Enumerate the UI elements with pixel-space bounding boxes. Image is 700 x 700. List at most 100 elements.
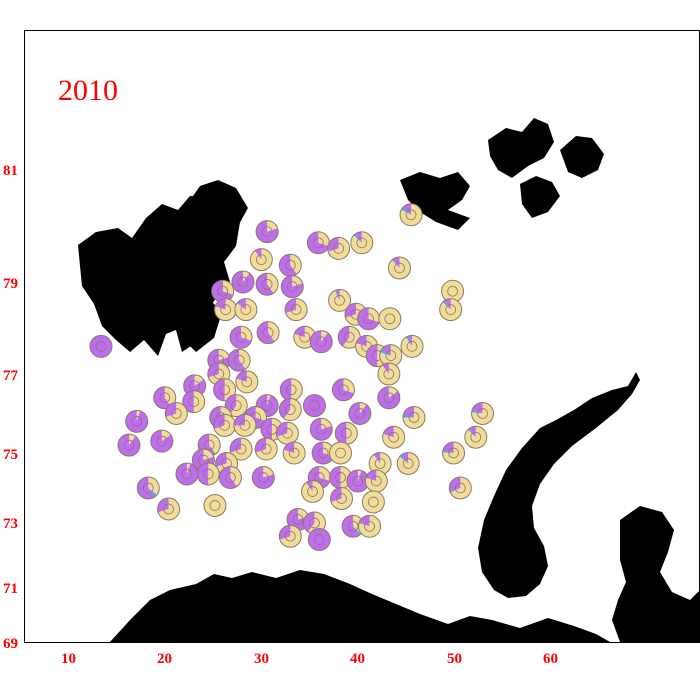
pie-slice xyxy=(267,273,279,294)
pie-inner-ring xyxy=(163,503,174,515)
pie-slice xyxy=(365,470,377,481)
pie-inner-ring xyxy=(309,517,320,529)
pie-inner-ring xyxy=(340,427,352,439)
pie-slice xyxy=(310,418,333,441)
station-pie-marker xyxy=(229,325,253,349)
pie-outline xyxy=(331,378,355,402)
pie-slice xyxy=(213,414,225,429)
pie-inner-ring xyxy=(123,439,135,451)
pie-slice xyxy=(279,525,302,548)
pie-inner-ring xyxy=(233,354,245,366)
pie-outline xyxy=(89,334,113,358)
x-tick-label: 20 xyxy=(157,651,172,667)
station-pie-marker xyxy=(377,362,401,386)
pie-inner-ring xyxy=(307,486,318,497)
pie-inner-ring xyxy=(335,447,346,459)
pie-inner-ring xyxy=(334,295,345,306)
pie-slice xyxy=(252,466,275,489)
pie-outline xyxy=(251,466,275,489)
pie-slice xyxy=(365,470,388,493)
pie-slice xyxy=(469,426,476,438)
station-pie-marker xyxy=(301,480,325,503)
station-pie-marker xyxy=(280,275,304,299)
station-pie-marker xyxy=(361,490,385,514)
pie-inner-ring xyxy=(219,419,230,431)
pie-inner-ring xyxy=(477,408,488,419)
pie-slice xyxy=(164,386,176,407)
pie-slice xyxy=(222,280,234,295)
pie-outline xyxy=(233,413,257,437)
station-pie-marker xyxy=(357,307,381,331)
pie-slice xyxy=(197,463,209,485)
pie-outline xyxy=(400,334,424,358)
pie-slice xyxy=(308,528,331,551)
pie-slice xyxy=(382,363,389,374)
pie-outline xyxy=(350,231,374,255)
land-franz-josef xyxy=(400,118,604,230)
station-pie-marker xyxy=(327,236,351,260)
pie-outline xyxy=(387,256,411,280)
station-pie-marker xyxy=(211,279,235,303)
pie-slice xyxy=(255,438,278,461)
pie-slice xyxy=(472,402,483,414)
pie-slice xyxy=(318,231,330,247)
pie-inner-ring xyxy=(260,443,272,455)
pie-slice xyxy=(467,428,476,438)
pie-slice xyxy=(332,378,354,401)
pie-slice xyxy=(362,491,385,513)
pie-outline xyxy=(309,330,333,354)
pie-slice xyxy=(292,275,303,287)
x-tick-label: 60 xyxy=(543,651,558,667)
station-pie-marker xyxy=(256,321,280,345)
station-pie-marker xyxy=(348,402,372,425)
pie-inner-ring xyxy=(202,468,214,480)
station-pie-marker xyxy=(311,441,335,465)
pie-slice xyxy=(128,434,136,446)
pie-slice xyxy=(89,335,112,358)
station-pie-marker xyxy=(471,402,495,425)
pie-outline xyxy=(234,298,258,322)
pie-slice xyxy=(157,498,169,513)
pie-outline xyxy=(302,394,326,418)
pie-slice xyxy=(281,275,304,298)
pie-slice xyxy=(230,438,242,453)
pie-slice xyxy=(348,402,371,425)
pie-slice xyxy=(330,487,342,502)
pie-slice xyxy=(239,349,251,370)
station-pie-marker xyxy=(150,429,174,453)
station-pie-marker xyxy=(235,370,259,394)
pie-slice xyxy=(215,452,227,467)
pie-inner-ring xyxy=(343,331,355,343)
pie-outline xyxy=(399,203,423,227)
pie-outline xyxy=(307,528,331,551)
pie-inner-ring xyxy=(374,458,386,469)
station-pie-marker xyxy=(309,330,333,354)
pie-outline xyxy=(301,480,325,503)
pie-slice xyxy=(117,434,140,457)
pie-inner-ring xyxy=(352,475,364,487)
pie-slice xyxy=(276,422,288,437)
pie-slice xyxy=(356,335,367,347)
pie-slice xyxy=(338,326,350,347)
station-pie-marker xyxy=(255,272,279,296)
pie-slice xyxy=(250,248,273,271)
pie-slice xyxy=(391,259,400,268)
pie-outline xyxy=(278,398,302,422)
pie-slice xyxy=(255,438,267,453)
pie-slice xyxy=(464,426,487,449)
pie-slice xyxy=(346,422,358,445)
pie-outline xyxy=(282,441,306,465)
station-pie-marker xyxy=(330,487,354,510)
pie-inner-ring xyxy=(368,496,379,508)
pie-outline xyxy=(136,476,160,500)
y-tick-label: 69 xyxy=(3,636,18,652)
x-axis: 10 20 30 40 50 60 xyxy=(61,651,558,667)
station-pie-marker xyxy=(364,469,388,493)
pie-slice xyxy=(373,452,381,464)
pie-slice xyxy=(443,442,454,453)
pie-inner-ring xyxy=(181,468,193,480)
pie-slice xyxy=(449,477,461,492)
pie-inner-ring xyxy=(170,408,182,419)
pie-slice xyxy=(441,280,464,303)
pie-inner-ring xyxy=(288,447,300,459)
